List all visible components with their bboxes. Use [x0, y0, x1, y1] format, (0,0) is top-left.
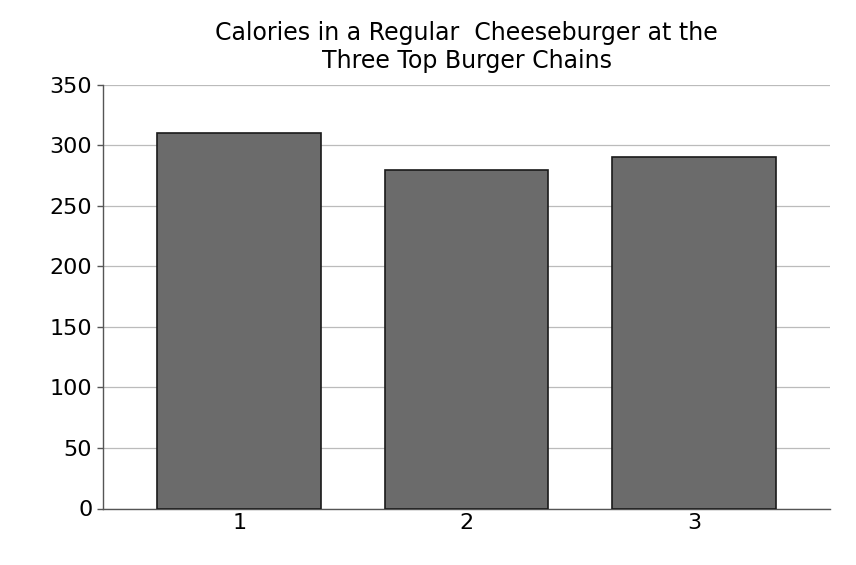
Title: Calories in a Regular  Cheeseburger at the
Three Top Burger Chains: Calories in a Regular Cheeseburger at th… — [215, 21, 718, 73]
Bar — [384, 170, 549, 509]
Bar — [158, 133, 321, 508]
Bar — [612, 158, 776, 508]
